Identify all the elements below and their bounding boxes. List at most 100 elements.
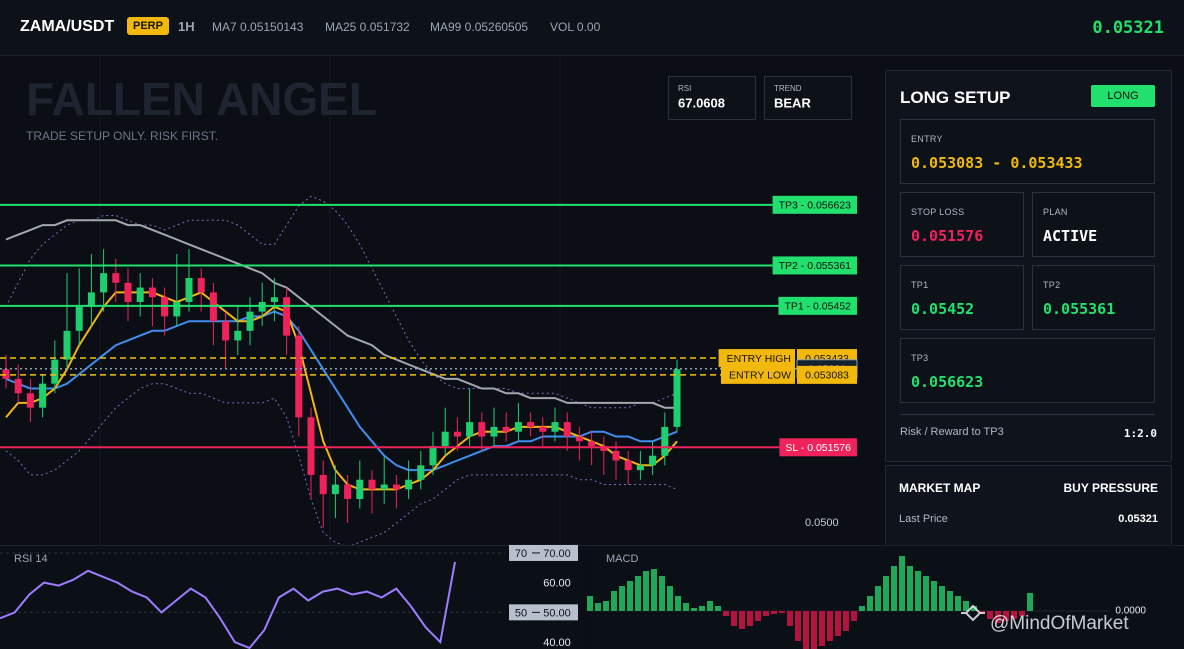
histogram-bar [659,576,665,611]
candle-body [307,417,315,475]
candle-body [551,422,559,432]
histogram-bar [923,576,929,611]
histogram-bar [779,611,785,613]
cell-value: ACTIVE [1043,227,1098,245]
macd-plot: 0.0000 [587,556,1146,649]
panel-title: RSI 14 [14,553,48,565]
histogram-bar [635,576,641,611]
panel-title: LONG SETUP [900,88,1011,107]
setup-panel: LONG SETUP LONG ENTRY 0.053083 - 0.05343… [885,70,1172,462]
candle-body [51,359,59,384]
histogram-bar [1027,593,1033,611]
histogram-bar [1019,611,1025,616]
indicator-line [5,383,678,545]
candle-body [173,302,181,317]
cell-value: 0.055361 [1043,300,1116,318]
candle-body [539,426,547,432]
symbol[interactable]: ZAMA/USDT [20,18,115,35]
candle-body [636,465,644,471]
histogram-bar [643,571,649,611]
level-label: ENTRY HIGH [727,353,791,365]
subtitle: TRADE SETUP ONLY. RISK FIRST. [26,129,218,143]
histogram-bar [939,586,945,611]
candle-body [380,484,388,490]
candle-body [75,306,83,331]
rsi-line [0,561,456,649]
market-map-panel: MARKET MAP BUY PRESSURE Last Price 0.053… [885,465,1172,545]
candle-body [26,393,34,408]
level-label-box [772,195,857,214]
histogram-bar [627,581,633,611]
histogram-bar [899,556,905,611]
histogram-bar [723,611,729,616]
candle-body [100,273,108,293]
candle-body [673,369,681,427]
cell-label: STOP LOSS [911,207,965,217]
candle-body [136,287,144,302]
histogram-bar [803,611,809,649]
candle-body [63,330,71,360]
candle-body [270,297,278,302]
level-label-box [772,256,857,275]
histogram-bar [843,611,849,631]
candle-body [234,330,242,341]
histogram-bar [915,571,921,611]
candle-body [148,287,156,298]
cell: TP2 0.055361 [1032,265,1155,330]
candle-body [588,441,596,447]
histogram-bar [867,596,873,611]
candle-body [246,311,254,331]
level-label-box [718,349,795,368]
stat-label: RSI [678,84,691,93]
histogram-bar [875,586,881,611]
price-plot [2,195,681,545]
entry-cell: ENTRY 0.053083 - 0.053433 [900,119,1155,184]
indicator: MA7 0.05150143 [212,20,304,34]
candle-body [466,422,474,437]
candle-body [39,383,47,408]
candle-body [514,422,522,432]
candle-body [502,426,510,432]
histogram-bar [955,596,961,611]
histogram-bar [763,611,769,616]
candle-body [319,474,327,495]
y-tick-label: 70.00 [543,548,571,560]
candle-body [600,446,608,451]
candle-body [87,292,95,307]
histogram-bar [739,611,745,629]
y-tick-label: 40.00 [543,637,571,649]
candle-body [392,484,400,490]
levels: TP3 - 0.056623 TP2 - 0.055361 TP1 - 0.0545… [0,195,858,457]
candle-body [405,479,413,490]
stat-box [668,76,756,120]
cell-value: 0.051576 [911,227,984,245]
timeframe[interactable]: 1H [178,19,195,34]
y-tick-label: 0.0500 [805,517,839,529]
cell-value: 0.053083 - 0.053433 [911,154,1083,172]
histogram-bar [1003,611,1009,621]
cell-label: ENTRY [911,134,943,144]
level-label: ENTRY LOW [729,370,791,382]
indicator-line [5,219,677,409]
histogram-bar [883,576,889,611]
panel-title: MARKET MAP [899,481,981,495]
histogram-bar [811,611,817,649]
histogram-bar [603,601,609,611]
level-label: SL - 0.051576 [785,442,851,454]
divider [900,414,1155,415]
histogram-bar [755,611,761,621]
candle-body [575,436,583,442]
header-bar: ZAMA/USDT PERP 1H MA7 0.05150143 MA25 0.… [0,0,1184,56]
cell-value: 0.056623 [911,373,984,391]
histogram-bar [619,586,625,611]
badge[interactable]: LONG [1091,85,1155,107]
candle-body [112,273,120,283]
histogram-bar [907,566,913,611]
y-tick-label: 0.0000 [1115,606,1146,617]
histogram-bar [827,611,833,641]
rsi-panel [0,545,582,649]
candle-body [478,422,486,437]
cell-value: 0.05452 [911,300,975,318]
indicator: VOL 0.00 [550,20,601,34]
